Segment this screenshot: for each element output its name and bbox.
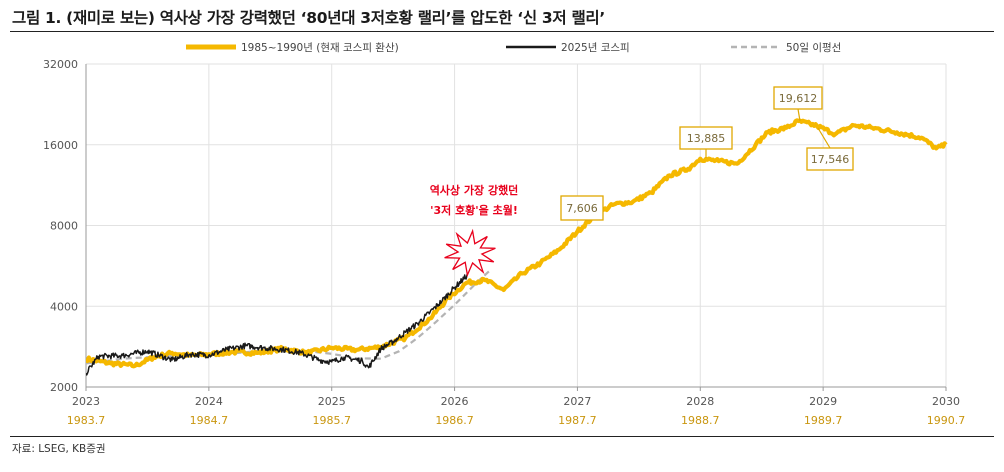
x-tick-label-secondary: 1990.7 [927,414,966,427]
source-note: 자료: LSEG, KB증권 [12,443,106,455]
x-tick-label: 2027 [563,395,591,408]
callout-value: 13,885 [687,132,726,145]
legend-label: 2025년 코스피 [561,42,630,54]
grid-lines [85,63,947,388]
callout-value: 7,606 [566,202,598,215]
x-tick-label: 2030 [932,395,960,408]
legend: 1985~1990년 (현재 코스피 환산) 2025년 코스피 50일 이평선 [186,41,841,54]
x-tick-label: 2023 [72,395,100,408]
y-tick-label: 16000 [43,139,78,152]
bottom-rule [10,436,994,437]
burst-star-shape [444,228,496,278]
y-tick-label: 32000 [43,58,78,71]
y-tick-label: 2000 [50,381,78,394]
chart-title: 그림 1. (재미로 보는) 역사상 가장 강력했던 ‘80년대 3저호황 랠리… [12,9,605,27]
callout-value: 17,546 [811,153,850,166]
x-tick-label: 2025 [318,395,346,408]
callout-box [773,86,823,110]
x-tick-label: 2026 [441,395,469,408]
top-rule [10,31,994,32]
x-tick-label-secondary: 1988.7 [681,414,720,427]
legend-label: 50일 이평선 [786,41,841,54]
x-tick-label-secondary: 1984.7 [190,414,229,427]
callout-leader [817,127,831,149]
annotations: 7,606 13,885 19,612 17,546 역사상 가장 강했던 '3저 호황'… [430,86,854,278]
y-tick-label: 4000 [50,300,78,313]
callout-box [560,195,604,221]
burst-label: 역사상 가장 강했던 [430,183,519,197]
callout-leader [797,108,801,122]
x-tick-label-secondary: 1989.7 [804,414,843,427]
x-tick-label: 2028 [686,395,714,408]
callout-value: 19,612 [779,92,818,105]
series-line-kospi-2025 [86,258,474,376]
callout-box [679,126,733,150]
series-lines [86,118,948,376]
x-tick-label-secondary: 1985.7 [312,414,351,427]
callout-box [806,147,854,171]
x-tick-label-secondary: 1987.7 [558,414,597,427]
legend-label: 1985~1990년 (현재 코스피 환산) [241,42,399,54]
x-tick-label: 2029 [809,395,837,408]
x-tick-label-secondary: 1983.7 [67,414,106,427]
y-tick-label: 8000 [50,220,78,233]
burst-label: '3저 호황'을 초월! [430,203,518,217]
series-line-1985-1990 [86,118,948,369]
x-tick-label: 2024 [195,395,223,408]
x-tick-label-secondary: 1986.7 [435,414,474,427]
